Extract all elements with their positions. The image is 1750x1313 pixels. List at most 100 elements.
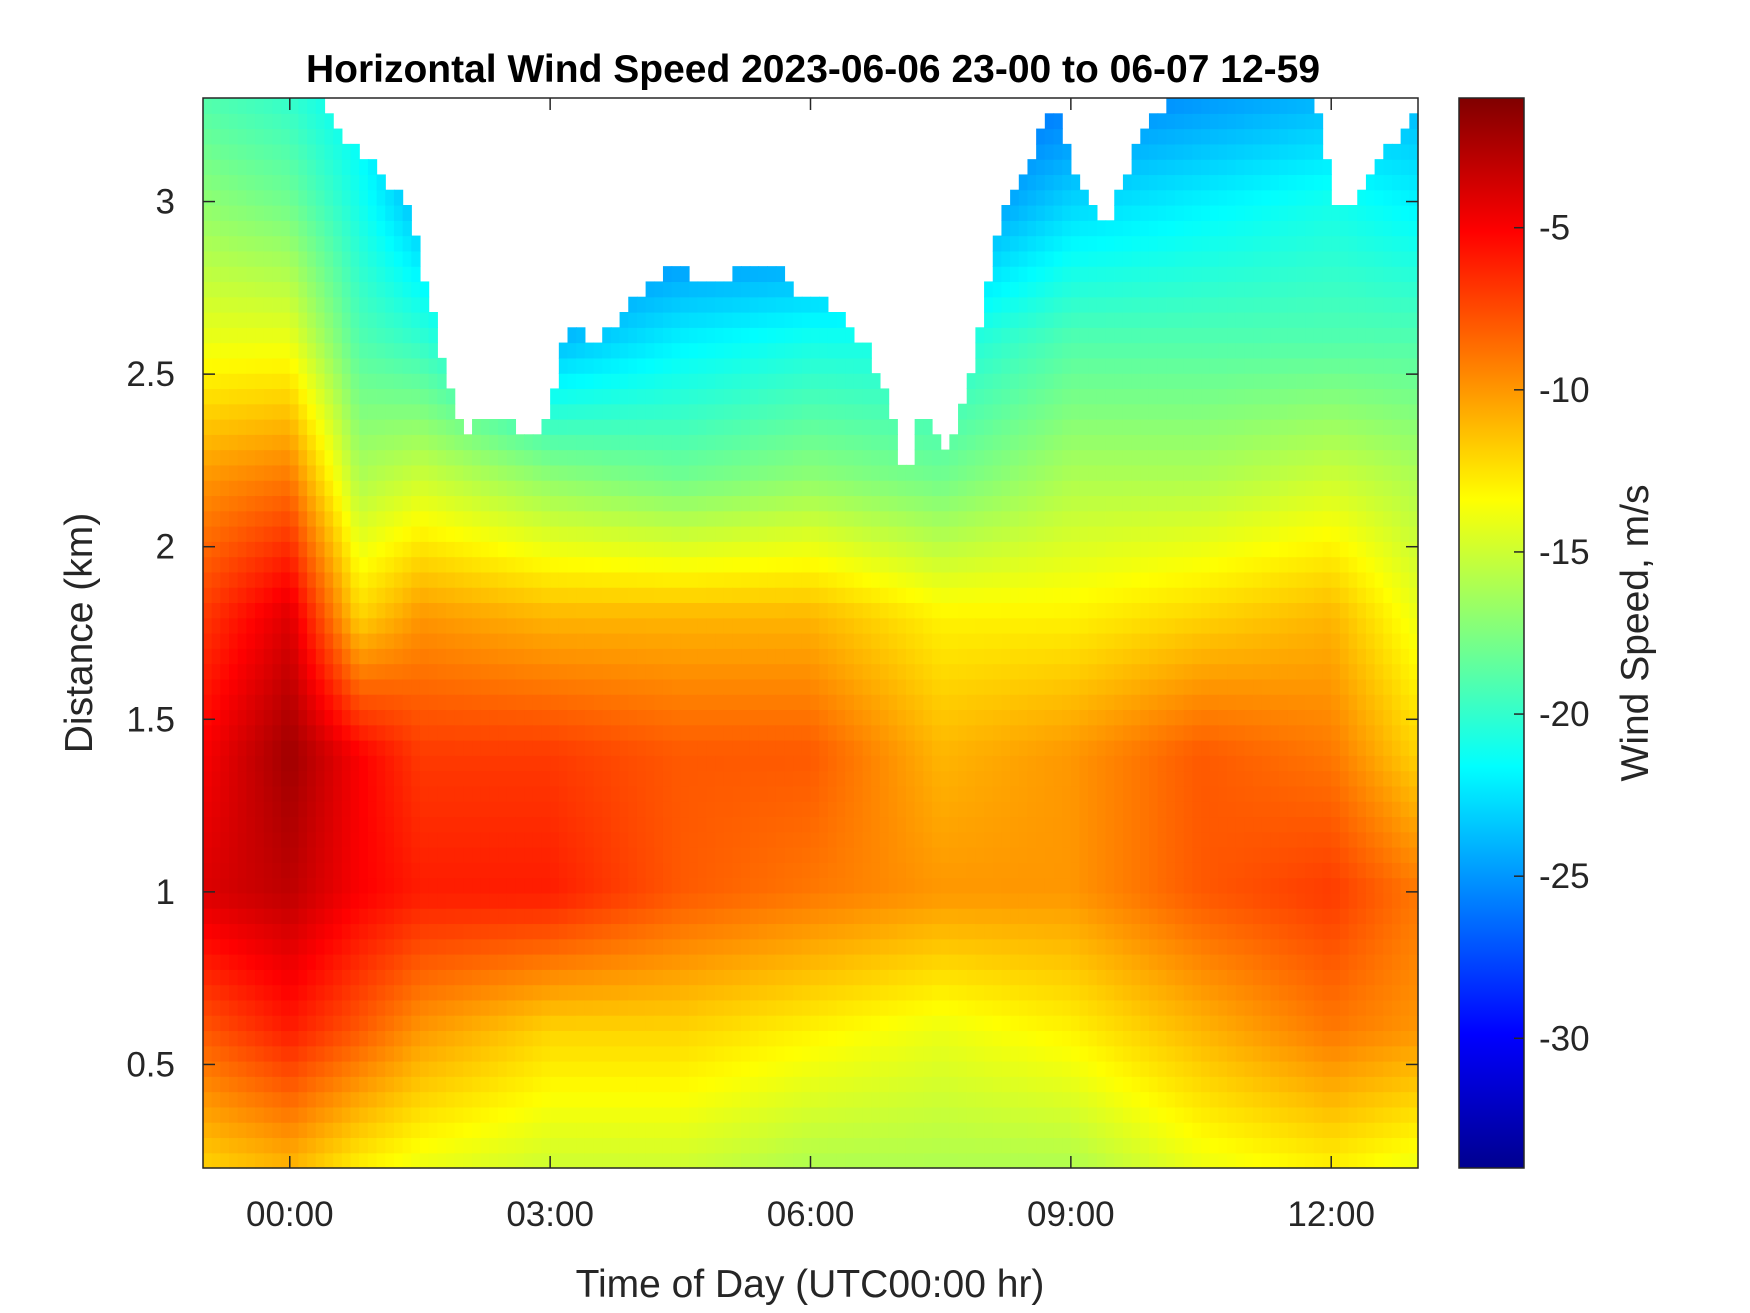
heatmap-cell [845, 801, 855, 818]
heatmap-cell [272, 969, 282, 986]
heatmap-cell [419, 755, 430, 772]
heatmap-cell [550, 709, 560, 726]
heatmap-cell [654, 556, 664, 573]
heatmap-cell [359, 388, 369, 405]
heatmap-cell [775, 847, 786, 863]
heatmap-cell [853, 770, 864, 787]
heatmap-cell [324, 678, 334, 695]
heatmap-cell [697, 312, 707, 328]
heatmap-cell [246, 801, 256, 818]
heatmap-cell [741, 770, 751, 787]
heatmap-cell [706, 480, 716, 497]
heatmap-cell [689, 1061, 699, 1077]
heatmap-cell [810, 1152, 820, 1169]
heatmap-cell [584, 449, 595, 466]
heatmap-cell [767, 281, 777, 298]
heatmap-cell [419, 602, 430, 619]
heatmap-cell [333, 342, 343, 359]
heatmap-cell [376, 648, 386, 665]
heatmap-cell [819, 1061, 829, 1077]
heatmap-cell [636, 862, 647, 879]
heatmap-cell [749, 923, 760, 940]
heatmap-cell [289, 923, 300, 940]
heatmap-cell [680, 877, 690, 894]
heatmap-cell [602, 602, 612, 619]
heatmap-cell [593, 770, 603, 787]
heatmap-cell [923, 1091, 933, 1108]
heatmap-cell [567, 342, 577, 359]
heatmap-cell [376, 633, 386, 649]
heatmap-cell [541, 556, 551, 573]
heatmap-cell [602, 357, 612, 374]
heatmap-cell [367, 205, 378, 221]
heatmap-cell [758, 862, 768, 879]
heatmap-cell [645, 541, 655, 558]
heatmap-cell [324, 434, 334, 451]
heatmap-cell [506, 862, 517, 879]
heatmap-cell [836, 770, 846, 787]
heatmap-cell [576, 1122, 586, 1139]
heatmap-cell [775, 1106, 786, 1123]
heatmap-cell [932, 480, 942, 497]
heatmap-cell [897, 892, 907, 909]
heatmap-cell [393, 602, 404, 619]
heatmap-cell [498, 969, 508, 986]
heatmap-cell [550, 755, 560, 772]
heatmap-cell [203, 143, 213, 160]
heatmap-cell [367, 1152, 378, 1169]
heatmap-cell [767, 862, 777, 879]
heatmap-cell [680, 755, 690, 772]
heatmap-cell [255, 694, 265, 711]
heatmap-cell [810, 556, 820, 573]
heatmap-cell [446, 755, 456, 772]
heatmap-cell [211, 556, 221, 573]
heatmap-cell [350, 847, 360, 863]
heatmap-cell [480, 908, 490, 925]
heatmap-cell [229, 556, 239, 573]
heatmap-cell [819, 648, 829, 665]
heatmap-cell [758, 1015, 768, 1032]
heatmap-cell [324, 571, 334, 588]
heatmap-cell [741, 831, 751, 848]
heatmap-cell [472, 984, 482, 1001]
heatmap-cell [385, 327, 395, 344]
heatmap-cell [715, 1030, 725, 1047]
heatmap-cell [472, 770, 482, 787]
heatmap-cell [697, 1122, 707, 1139]
heatmap-cell [550, 1045, 560, 1062]
heatmap-cell [237, 694, 247, 711]
heatmap-cell [515, 984, 525, 1001]
heatmap-cell [506, 510, 517, 527]
heatmap-cell [749, 1061, 760, 1077]
heatmap-cell [315, 648, 326, 665]
heatmap-cell [428, 541, 438, 558]
heatmap-cell [810, 847, 820, 863]
heatmap-cell [697, 938, 707, 955]
heatmap-cell [741, 449, 751, 466]
heatmap-cell [723, 862, 733, 879]
heatmap-cell [784, 816, 794, 833]
heatmap-cell [419, 357, 430, 374]
heatmap-cell [203, 541, 213, 558]
heatmap-cell [827, 847, 838, 863]
heatmap-cell [584, 801, 595, 818]
heatmap-cell [333, 1152, 343, 1169]
heatmap-cell [237, 785, 247, 802]
heatmap-cell [411, 1091, 421, 1108]
heatmap-cell [593, 892, 603, 909]
heatmap-cell [229, 113, 239, 130]
heatmap-cell [888, 587, 898, 604]
heatmap-cell [454, 633, 464, 649]
heatmap-cell [402, 464, 412, 481]
heatmap-cell [932, 954, 942, 970]
heatmap-cell [506, 587, 517, 604]
heatmap-cell [576, 663, 586, 680]
heatmap-cell [853, 1030, 864, 1047]
heatmap-cell [749, 648, 760, 665]
heatmap-cell [749, 1122, 760, 1139]
heatmap-cell [506, 816, 517, 833]
heatmap-cell [307, 449, 317, 466]
heatmap-cell [602, 694, 612, 711]
heatmap-cell [211, 205, 221, 221]
heatmap-cell [723, 434, 733, 451]
